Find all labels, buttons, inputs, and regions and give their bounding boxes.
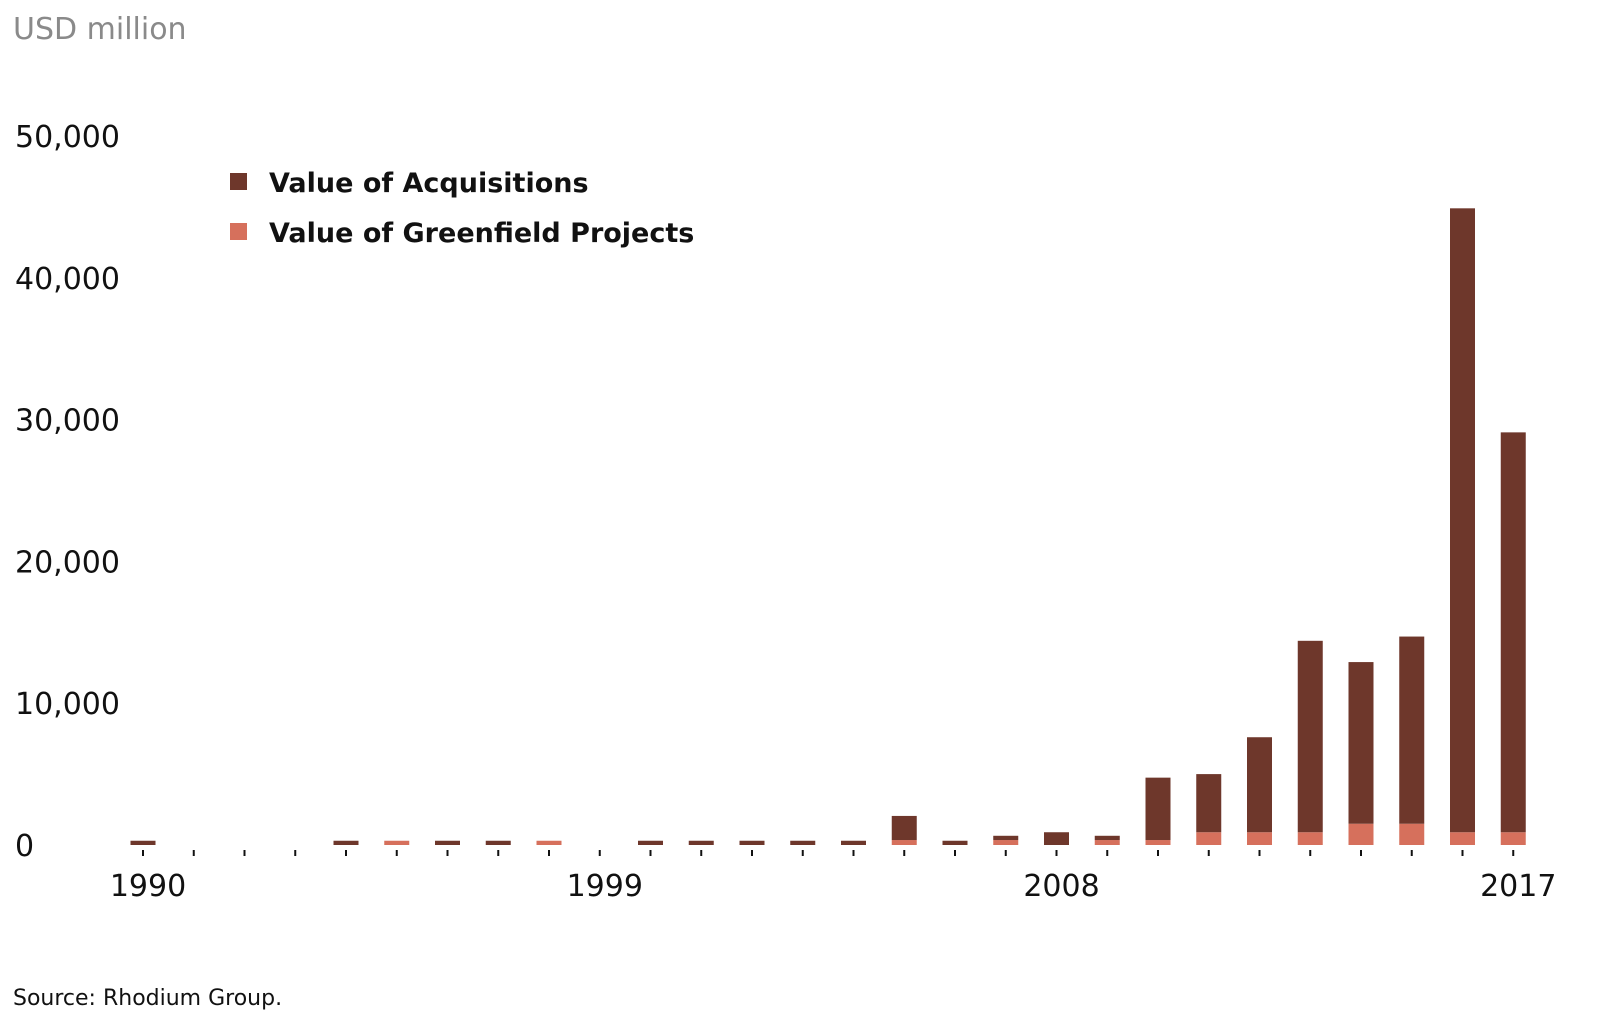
acquisitions-bar-2008 — [1044, 832, 1069, 845]
acquisitions-bar-1990 — [130, 840, 156, 845]
acquisitions-bar-1994 — [333, 840, 359, 845]
legend-swatch — [230, 173, 247, 190]
acquisitions-bar-2002 — [739, 840, 765, 845]
legend-label: Value of Greenfield Projects — [269, 218, 694, 249]
greenfield-bar-2017 — [1500, 832, 1526, 845]
x-tick-label: 2008 — [1023, 869, 1099, 904]
acquisitions-bar-2005 — [891, 815, 917, 841]
x-axis: 1990 1999 2008 2017 — [110, 850, 1556, 904]
acquisitions-bar-2003 — [790, 840, 816, 845]
greenfield-bar-2016 — [1450, 832, 1475, 845]
acquisitions-bar-2015 — [1399, 636, 1425, 824]
y-tick-label: 10,000 — [15, 687, 120, 722]
greenfield-bar-2015 — [1399, 823, 1425, 845]
greenfield-bar-2012 — [1247, 832, 1272, 845]
y-axis-ticks: 0 10,000 20,000 30,000 40,000 50,000 — [15, 120, 120, 864]
acquisitions-bar-2006 — [942, 840, 968, 845]
bar-series — [130, 208, 1526, 845]
x-tick-label: 1999 — [567, 869, 643, 904]
greenfield-bar-2013 — [1297, 832, 1323, 845]
acquisitions-bar-2012 — [1247, 737, 1272, 833]
greenfield-bar-2005 — [891, 840, 917, 845]
acquisitions-bar-2001 — [688, 840, 714, 845]
acquisitions-bar-1996 — [435, 840, 460, 845]
acquisitions-bar-2007 — [993, 835, 1019, 841]
greenfield-bar-2014 — [1348, 823, 1374, 845]
x-tick-label: 2017 — [1480, 869, 1556, 904]
y-tick-label: 0 — [15, 829, 34, 864]
greenfield-bar-2011 — [1196, 832, 1222, 845]
acquisitions-bar-2014 — [1348, 662, 1374, 824]
acquisitions-bar-2013 — [1297, 640, 1323, 833]
acquisitions-bar-2000 — [638, 840, 663, 845]
y-tick-label: 30,000 — [15, 404, 120, 439]
x-tick-label: 1990 — [110, 869, 186, 904]
greenfield-bar-2009 — [1094, 840, 1120, 845]
greenfield-bar-1998 — [536, 840, 562, 845]
legend-label: Value of Acquisitions — [269, 168, 589, 199]
acquisitions-bar-2011 — [1196, 774, 1222, 833]
acquisitions-bar-2016 — [1450, 208, 1475, 833]
acquisitions-bar-2009 — [1094, 835, 1120, 841]
y-tick-label: 20,000 — [15, 545, 120, 580]
y-tick-label: 40,000 — [15, 262, 120, 297]
legend-swatch — [230, 223, 247, 240]
legend: Value of Acquisitions Value of Greenfield… — [230, 168, 694, 249]
source-note: Source: Rhodium Group. — [13, 986, 283, 1011]
greenfield-bar-2010 — [1145, 840, 1171, 845]
acquisitions-bar-2004 — [841, 840, 866, 845]
y-tick-label: 50,000 — [15, 120, 120, 155]
y-axis-unit-label: USD million — [13, 12, 187, 47]
greenfield-bar-2007 — [993, 840, 1019, 845]
acquisitions-bar-2017 — [1500, 432, 1526, 833]
greenfield-bar-1995 — [384, 840, 410, 845]
acquisitions-bar-1997 — [485, 840, 511, 845]
acquisitions-bar-2010 — [1145, 777, 1171, 841]
